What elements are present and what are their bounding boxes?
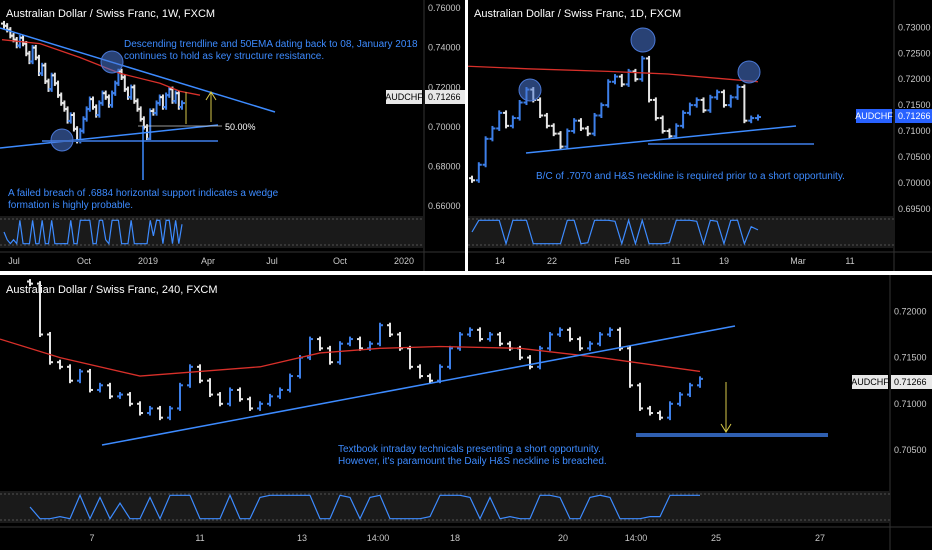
last-price-label: 0.71266 [894, 377, 927, 387]
annotation-text: continues to hold as key structure resis… [124, 51, 324, 62]
y-tick-label: 0.69500 [898, 204, 931, 214]
y-tick-label: 0.71000 [894, 399, 927, 409]
daily-chart[interactable]: 0.73000 0.72500 0.72000 0.71500 0.71000 0.705… [468, 0, 932, 271]
x-tick-label: 11 [671, 256, 680, 266]
ascending-trendline [101, 325, 736, 446]
y-tick-label: 0.70500 [898, 152, 931, 162]
y-tick-label: 0.72500 [898, 48, 931, 58]
highlight-circle [50, 128, 74, 152]
last-price-tag [425, 90, 465, 104]
x-tick-label: Jul [8, 256, 20, 266]
y-tick-label: 0.70000 [428, 122, 461, 132]
y-tick-label: 0.72000 [898, 74, 931, 84]
chart-title: Australian Dollar / Swiss Franc, 1D, FXC… [474, 8, 681, 20]
four-hour-chart-panel[interactable]: 0.72000 0.71500 0.71000 0.70500 7 11 13 14:00 18… [0, 275, 932, 550]
weekly-chart-panel[interactable]: 0.76000 0.74000 0.72000 0.70000 0.68000 0.660… [0, 0, 465, 271]
oscillator-line [471, 218, 759, 246]
x-tick-label: 22 [547, 256, 557, 266]
oscillator-line [29, 493, 700, 521]
x-tick-label: 14:00 [625, 533, 648, 543]
annotation-text: Descending trendline and 50EMA dating ba… [124, 39, 418, 50]
x-tick-label: Oct [77, 256, 92, 266]
y-tick-label: 0.74000 [428, 43, 461, 53]
y-tick-label: 0.76000 [428, 3, 461, 13]
target-zone-bar [636, 433, 828, 437]
symbol-label: AUDCHF [385, 92, 423, 102]
oscillator-line [3, 219, 183, 246]
symbol-label: AUDCHF [851, 377, 889, 387]
up-arrowhead [205, 91, 217, 101]
x-tick-label: 2019 [138, 256, 158, 266]
y-tick-label: 0.66000 [428, 201, 461, 211]
x-tick-label: 20 [558, 533, 568, 543]
x-tick-label: 27 [815, 533, 825, 543]
y-tick-label: 0.71500 [894, 353, 927, 363]
right-shoulder-circle [737, 60, 761, 84]
y-tick-label: 0.70500 [894, 445, 927, 455]
x-tick-label: 18 [450, 533, 460, 543]
chart-title: Australian Dollar / Swiss Franc, 240, FX… [6, 284, 218, 296]
x-tick-label: Oct [333, 256, 348, 266]
oscillator-pane [468, 216, 894, 248]
last-price-tag [895, 109, 932, 123]
ema-line [1, 39, 201, 96]
x-tick-label: 11 [845, 256, 854, 266]
weekly-chart[interactable]: 0.76000 0.74000 0.72000 0.70000 0.68000 0.660… [0, 0, 465, 271]
x-tick-label: 19 [719, 256, 729, 266]
down-arrowhead [720, 423, 732, 433]
y-tick-label: 0.68000 [428, 162, 461, 172]
x-tick-label: 14:00 [367, 533, 390, 543]
chart-title: Australian Dollar / Swiss Franc, 1W, FXC… [6, 8, 215, 20]
x-tick-label: 2020 [394, 256, 414, 266]
daily-chart-panel[interactable]: 0.73000 0.72500 0.72000 0.71500 0.71000 0.705… [468, 0, 932, 271]
x-tick-label: 14 [495, 256, 505, 266]
y-tick-label: 0.73000 [898, 22, 931, 32]
x-tick-label: Jul [266, 256, 278, 266]
rising-support-line [0, 124, 219, 149]
neckline-trendline [525, 125, 797, 154]
oscillator-pane [0, 491, 890, 523]
head-circle [630, 27, 656, 53]
annotation-text: Textbook intraday technicals presenting … [338, 444, 601, 455]
fib-label: 50.00% [225, 122, 256, 132]
highlight-circle [100, 50, 124, 74]
y-tick-label: 0.72000 [894, 306, 927, 316]
x-tick-label: 13 [297, 533, 307, 543]
annotation-text: formation is highly probable. [8, 200, 133, 211]
last-price-label: 0.71266 [898, 111, 931, 121]
y-tick-label: 0.71500 [898, 100, 931, 110]
y-tick-label: 0.72000 [428, 82, 461, 92]
x-tick-label: 25 [711, 533, 721, 543]
ema-line [0, 338, 701, 377]
x-tick-label: Apr [201, 256, 215, 266]
four-hour-chart[interactable]: 0.72000 0.71500 0.71000 0.70500 7 11 13 14:00 18… [0, 275, 932, 550]
x-tick-label: Feb [614, 256, 630, 266]
annotation-text: A failed breach of .6884 horizontal supp… [8, 188, 279, 199]
x-tick-label: Mar [790, 256, 806, 266]
annotation-text: B/C of .7070 and H&S neckline is require… [536, 171, 845, 182]
x-tick-label: 7 [89, 533, 94, 543]
ema-line [468, 65, 759, 83]
annotation-text: However, it's paramount the Daily H&S ne… [338, 456, 607, 467]
symbol-tag [856, 109, 892, 123]
last-price-tag [891, 375, 932, 389]
y-tick-label: 0.71000 [898, 126, 931, 136]
last-price-label: 0.71266 [428, 92, 461, 102]
symbol-tag [852, 375, 888, 389]
y-tick-label: 0.70000 [898, 178, 931, 188]
left-shoulder-circle [518, 78, 542, 102]
symbol-label: AUDCHF [855, 111, 893, 121]
symbol-tag [386, 90, 422, 104]
x-tick-label: 11 [195, 533, 204, 543]
descending-trendline [0, 27, 276, 113]
